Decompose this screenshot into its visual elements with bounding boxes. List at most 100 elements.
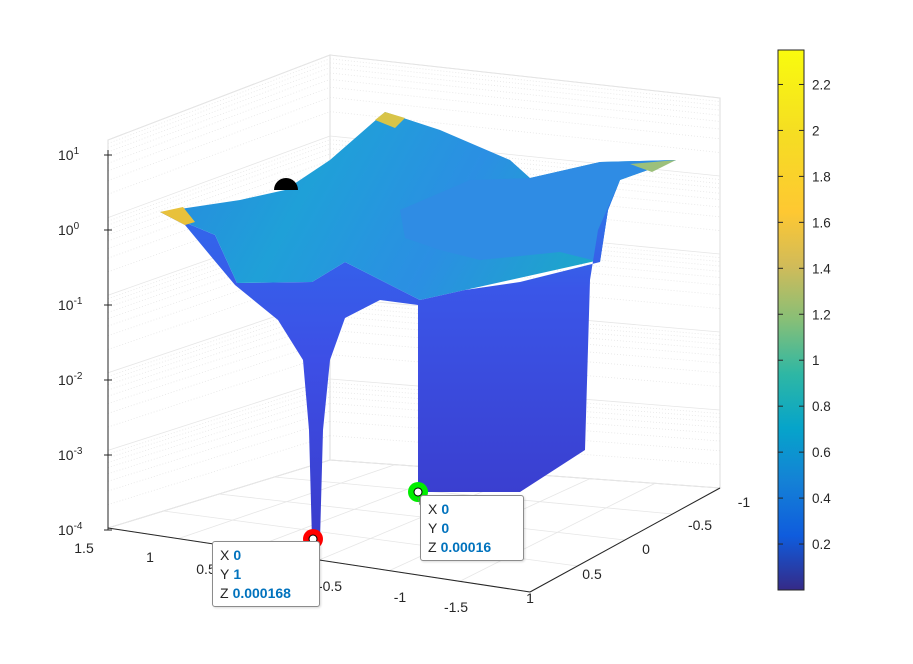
wall-grid-minor <box>107 167 331 249</box>
z-tick-label: 10-4 <box>58 521 83 538</box>
z-tick-label: 100 <box>58 221 80 238</box>
wall-grid-minor <box>107 72 331 158</box>
wall-grid-minor <box>329 58 721 102</box>
wall-grid-minor <box>107 139 331 222</box>
wall-grid-minor <box>107 160 331 242</box>
z-tick-base: 10 <box>58 372 74 388</box>
surface-right-curtain <box>420 180 620 492</box>
datatip-2-x-value: 0 <box>441 501 450 517</box>
colorbar-tick-label: 1.4 <box>812 261 831 276</box>
wall-grid-minor <box>107 148 331 230</box>
colorbar-tick-label: 2 <box>812 123 820 138</box>
surface-marker-black <box>274 178 298 190</box>
wall-grid-minor <box>107 386 331 459</box>
colorbar: 2.2 2 1.8 1.6 1.4 1.2 1 0.8 0.6 0.4 0.2 <box>777 49 831 591</box>
x-tick-label: 0.5 <box>196 561 216 577</box>
datatip-marker-dot <box>413 487 423 497</box>
surface-left-curtain <box>160 212 428 540</box>
datatip-2-z-value: 0.00016 <box>440 539 492 555</box>
z-tick-exponent: -1 <box>74 296 83 307</box>
x-tick-label: -1 <box>394 589 407 605</box>
wall-grid-minor <box>107 67 331 153</box>
wall-grid-minor <box>329 258 721 296</box>
wall-grid-major <box>107 378 331 451</box>
z-tick-label: 10-3 <box>58 446 83 463</box>
datatip-2-y-key: Y <box>428 520 438 536</box>
colorbar-tick-label: 1.6 <box>812 215 831 230</box>
wall-grid-minor <box>107 62 331 148</box>
x-tick-label: -0.5 <box>318 578 342 594</box>
datatip-2-x-key: X <box>428 501 438 517</box>
z-tick-base: 10 <box>58 222 74 238</box>
z-tick-exponent: 1 <box>74 146 80 157</box>
wall-grid-minor <box>107 79 331 164</box>
z-tick-base: 10 <box>58 297 74 313</box>
wall-grid-major <box>107 135 331 218</box>
surface-right-lobe <box>400 160 676 262</box>
wall-grid-minor <box>107 410 331 482</box>
datatip-2-z-key: Z <box>428 539 437 555</box>
wall-grid-minor <box>107 391 331 463</box>
y-tick-label: 0 <box>642 541 650 557</box>
wall-grid-minor <box>107 354 331 428</box>
y-axis-line <box>529 487 721 593</box>
y-tick-label: 1 <box>526 590 534 606</box>
wall-grid-minor <box>107 143 331 226</box>
z-tick-base: 10 <box>58 522 74 538</box>
colorbar-tick-label: 1.8 <box>812 169 831 184</box>
wall-grid-minor <box>107 403 331 475</box>
surface-plot <box>160 112 676 540</box>
datatip-1-y-value: 1 <box>233 566 242 582</box>
y-tick-label: -0.5 <box>688 517 712 533</box>
wall-grid-minor <box>107 86 331 172</box>
colorbar-gradient <box>777 49 805 591</box>
datatip-1-z-value: 0.000168 <box>232 585 291 601</box>
datatip-2-y-value: 0 <box>441 520 450 536</box>
wall-grid-major <box>107 54 331 141</box>
wall-grid-minor <box>107 420 331 492</box>
z-tick-exponent: -3 <box>74 446 83 457</box>
z-tick-label: 10-2 <box>58 371 83 388</box>
z-tick-base: 10 <box>58 147 74 163</box>
wall-grid-minor <box>107 58 331 144</box>
datatip-1-z-row: Z 0.000168 <box>220 584 312 603</box>
wall-grid-major <box>329 54 721 99</box>
x-tick-label: 1.5 <box>74 540 94 556</box>
colorbar-tick-label: 1.2 <box>812 307 831 322</box>
colorbar-ticks: 2.2 2 1.8 1.6 1.4 1.2 1 0.8 0.6 0.4 0.2 <box>778 77 831 552</box>
x-tick-label: -1.5 <box>444 599 468 615</box>
z-tick-exponent: -2 <box>74 371 83 382</box>
y-tick-label: -1 <box>738 494 751 510</box>
wall-grid-minor <box>329 148 721 189</box>
z-tick-label: 10-1 <box>58 296 83 313</box>
wall-grid-minor <box>329 67 721 111</box>
colorbar-tick-label: 0.2 <box>812 537 831 552</box>
wall-grid-minor <box>107 153 331 236</box>
wall-grid-minor <box>329 72 721 116</box>
wall-grid-minor <box>107 96 331 181</box>
colorbar-tick-label: 0.8 <box>812 399 831 414</box>
z-tick-exponent: -4 <box>74 521 83 532</box>
datatip-2-z-row: Z 0.00016 <box>428 538 516 557</box>
datatip-1-x-value: 0 <box>233 547 242 563</box>
y-tick-label: 0.5 <box>582 566 602 582</box>
wall-grid-minor <box>107 382 331 455</box>
y-axis-ticks: -1 -0.5 0 0.5 1 <box>526 487 751 606</box>
wall-grid-minor <box>107 111 331 195</box>
z-tick-base: 10 <box>58 447 74 463</box>
colorbar-tick-label: 2.2 <box>812 77 831 92</box>
datatip-1-y-key: Y <box>220 566 230 582</box>
datatip-2-leader <box>417 497 421 506</box>
datatip-1-x-key: X <box>220 547 230 563</box>
surface-corner-back <box>375 112 405 128</box>
colorbar-tick-label: 1 <box>812 353 820 368</box>
colorbar-tick-label: 0.6 <box>812 445 831 460</box>
